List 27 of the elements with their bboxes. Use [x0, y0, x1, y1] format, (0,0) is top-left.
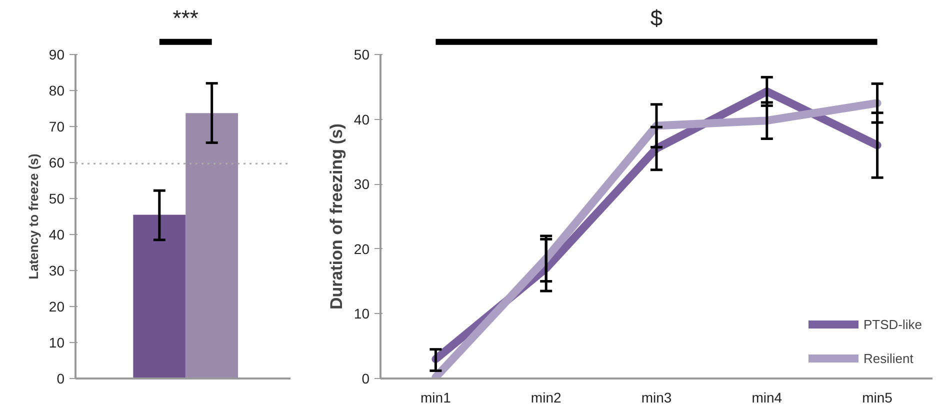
y-tick-label: 20 [48, 298, 65, 314]
y-tick-label: 40 [354, 111, 370, 128]
x-tick-label: min2 [530, 390, 562, 406]
legend-label: PTSD-like [863, 316, 922, 332]
y-tick-label: 20 [354, 240, 370, 257]
y-tick-label: 40 [48, 226, 65, 242]
y-tick-label: 60 [48, 154, 65, 170]
text: *** [172, 5, 199, 30]
legend-label: Resilient [863, 350, 914, 366]
y-tick-label: 10 [48, 334, 65, 350]
x-tick-label: min4 [752, 390, 782, 406]
x-tick-label: min1 [420, 390, 452, 406]
y-tick-label: 90 [48, 46, 65, 62]
y-tick-label: 30 [48, 262, 65, 278]
y-tick-label: 30 [354, 176, 370, 192]
y-axis-title: Latency to freeze (s) [26, 154, 41, 280]
x-tick-label: min5 [862, 390, 893, 406]
y-axis-title: Duration of freezing (s) [326, 123, 346, 310]
x-tick-label: min3 [641, 390, 672, 406]
y-tick-label: 0 [362, 370, 370, 386]
y-tick-label: 50 [48, 190, 65, 206]
y-tick-label: 10 [354, 306, 370, 322]
text: $ [650, 5, 663, 30]
y-tick-label: 0 [56, 370, 65, 386]
y-tick-label: 70 [48, 118, 65, 134]
y-tick-label: 50 [354, 46, 370, 62]
y-tick-label: 80 [48, 82, 65, 98]
